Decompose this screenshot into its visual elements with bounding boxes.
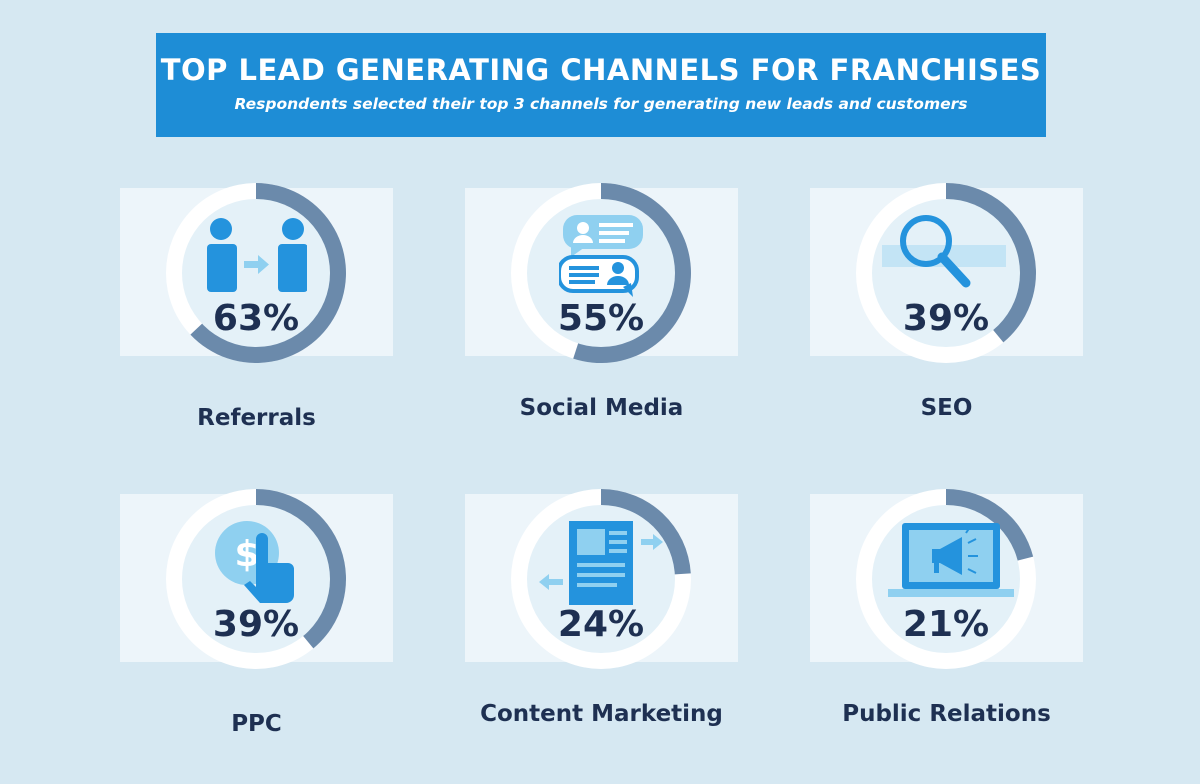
channel-label: Public Relations — [842, 701, 1051, 727]
chat-bubbles-icon — [559, 215, 643, 297]
chart-title: TOP LEAD GENERATING CHANNELS FOR FRANCHI… — [160, 53, 1042, 87]
donut-hole — [872, 199, 1020, 347]
channel-card-social-media: 55% Social Media — [465, 173, 740, 453]
percentage-value: 63% — [212, 298, 300, 339]
svg-text:$: $ — [234, 534, 259, 575]
document-arrows-icon — [539, 521, 663, 605]
channel-label: PPC — [231, 711, 282, 737]
percentage-value: 39% — [212, 604, 300, 645]
title-banner: TOP LEAD GENERATING CHANNELS FOR FRANCHI… — [156, 33, 1046, 137]
channel-card-ppc: $ 39% PPC — [120, 479, 395, 759]
channel-label: Social Media — [519, 395, 684, 421]
chart-subtitle: Respondents selected their top 3 channel… — [234, 95, 968, 113]
percentage-value: 55% — [557, 298, 645, 339]
percentage-value: 39% — [902, 298, 990, 339]
dollar-click-icon: $ — [215, 521, 294, 603]
channel-card-public-relations: 21% Public Relations — [810, 479, 1085, 759]
magnifier-icon — [882, 215, 1006, 288]
laptop-megaphone-icon — [888, 523, 1014, 597]
percentage-value: 21% — [902, 604, 990, 645]
channel-card-content-marketing: 24% Content Marketing — [465, 479, 740, 759]
channel-label: Referrals — [197, 405, 316, 431]
percentage-value: 24% — [557, 604, 645, 645]
channel-card-referrals: 63% Referrals — [120, 173, 395, 453]
channel-card-seo: 39% SEO — [810, 173, 1085, 453]
channel-label: SEO — [920, 395, 973, 421]
channel-label: Content Marketing — [480, 701, 723, 727]
referral-people-icon — [207, 218, 307, 292]
